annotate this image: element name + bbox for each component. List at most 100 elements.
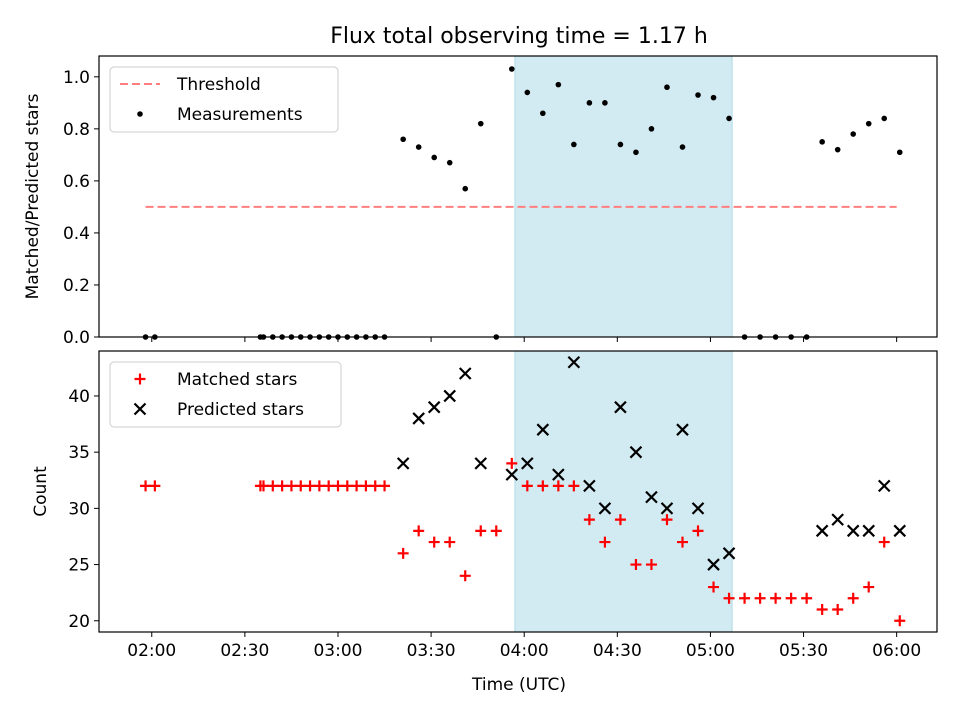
matched-stars-point [863, 581, 875, 593]
measurement-point [896, 149, 903, 156]
measurement-point [415, 144, 422, 150]
legend-label: Matched stars [177, 370, 297, 390]
matched-stars-point [878, 536, 890, 548]
measurement-point [695, 92, 701, 98]
predicted-stars-point [614, 400, 627, 414]
x-tick-label: 06:00 [872, 641, 921, 661]
axes-frame [98, 55, 938, 338]
matched-stars-point [490, 525, 502, 537]
legend-predicted-swatch [133, 402, 147, 416]
predicted-stars-point [427, 400, 441, 414]
matched-stars-point [267, 480, 279, 492]
predicted-stars-point [877, 479, 891, 493]
predicted-stars-point [691, 502, 705, 515]
matched-stars-point [459, 570, 471, 582]
matched-stars-point [599, 536, 611, 548]
legend-label: Measurements [177, 105, 303, 125]
matched-stars-point [397, 547, 409, 559]
x-tick-label: 03:30 [407, 641, 456, 661]
measurement-point [664, 84, 670, 91]
predicted-stars-point [583, 479, 596, 493]
predicted-stars-point [629, 445, 643, 459]
matched-stars-point [801, 592, 813, 604]
measurement-point [586, 100, 593, 106]
measurement-point [648, 126, 655, 132]
axes-frame [98, 350, 938, 633]
matched-stars-point [692, 525, 704, 537]
predicted-stars-point [458, 367, 472, 380]
measurement-point [633, 149, 639, 156]
matched-stars-point [475, 525, 487, 537]
legend-label: Predicted stars [177, 400, 304, 420]
legend: Threshold Measurements [109, 66, 339, 133]
legend-measurement-swatch [137, 111, 143, 117]
predicted-stars-point [474, 457, 488, 470]
measurement-point [524, 89, 531, 96]
measurement-point [602, 100, 608, 106]
x-tick-label: 04:30 [593, 641, 642, 661]
y-tick-label: 0.6 [63, 172, 90, 192]
matched-stars-point [614, 514, 626, 526]
legend-box [109, 361, 342, 428]
legend-label: Threshold [176, 75, 261, 95]
matched-stars-point [276, 480, 288, 492]
predicted-stars-point [536, 423, 550, 436]
measurement-point [477, 120, 484, 127]
matched-stars-point [304, 480, 316, 492]
x-tick-label: 05:00 [686, 641, 735, 661]
matched-stars-point [770, 592, 782, 604]
measurement-point [710, 94, 717, 101]
measurement-point [431, 154, 438, 161]
highlight-span [514, 350, 733, 633]
matched-stars-point [369, 480, 381, 492]
measurement-point [446, 159, 453, 166]
matched-stars-point [676, 536, 688, 548]
y-tick-label: 20 [68, 612, 90, 632]
predicted-stars-point [552, 468, 565, 481]
predicted-stars-point [831, 513, 844, 526]
x-tick-label: 03:00 [313, 641, 362, 661]
measurement-point [400, 136, 406, 143]
predicted-stars-point [815, 524, 829, 538]
panel-ratio: 0.0 0.2 0.4 0.6 0.8 1.0 Matched/Predicted star… [23, 55, 938, 348]
highlight-span [514, 55, 733, 338]
matched-stars-point [413, 525, 425, 537]
matched-stars-point [847, 592, 859, 604]
predicted-stars-point [598, 502, 612, 515]
predicted-stars-point [567, 355, 581, 369]
matched-stars-point [521, 480, 533, 492]
measurement-point [540, 110, 546, 117]
chart-title: Flux total observing time = 1.17 h [330, 24, 708, 49]
matched-stars-point [506, 457, 518, 469]
measurement-point [819, 139, 825, 145]
matched-stars-point [295, 480, 307, 492]
x-tick-label: 02:00 [127, 641, 176, 661]
matched-stars-point [708, 581, 720, 593]
matched-stars-point [379, 480, 391, 492]
y-tick-label: 25 [68, 556, 90, 576]
matched-stars-point [723, 592, 735, 604]
predicted-stars-point [722, 547, 736, 560]
measurement-point [571, 141, 577, 148]
matched-stars-point [739, 592, 751, 604]
matched-stars-point [341, 480, 353, 492]
y-tick-label: 0.4 [63, 224, 90, 244]
matched-stars-point [661, 514, 673, 526]
x-tick-label: 04:00 [500, 641, 549, 661]
measurement-point [726, 115, 732, 122]
predicted-stars-point [505, 468, 519, 481]
predicted-stars-point [676, 423, 689, 436]
matched-stars-point [149, 480, 161, 492]
measurement-point [508, 66, 515, 72]
matched-stars-point [323, 480, 335, 492]
predicted-stars-point [396, 457, 410, 470]
y-tick-label: 30 [68, 499, 90, 519]
matched-stars-point [537, 480, 549, 492]
matched-stars-point [313, 480, 325, 492]
matched-stars-point [444, 536, 456, 548]
measurement-point [850, 131, 856, 137]
matched-stars-point [360, 480, 372, 492]
predicted-stars-point [707, 558, 720, 571]
y-axis-label: Matched/Predicted stars [23, 93, 43, 299]
